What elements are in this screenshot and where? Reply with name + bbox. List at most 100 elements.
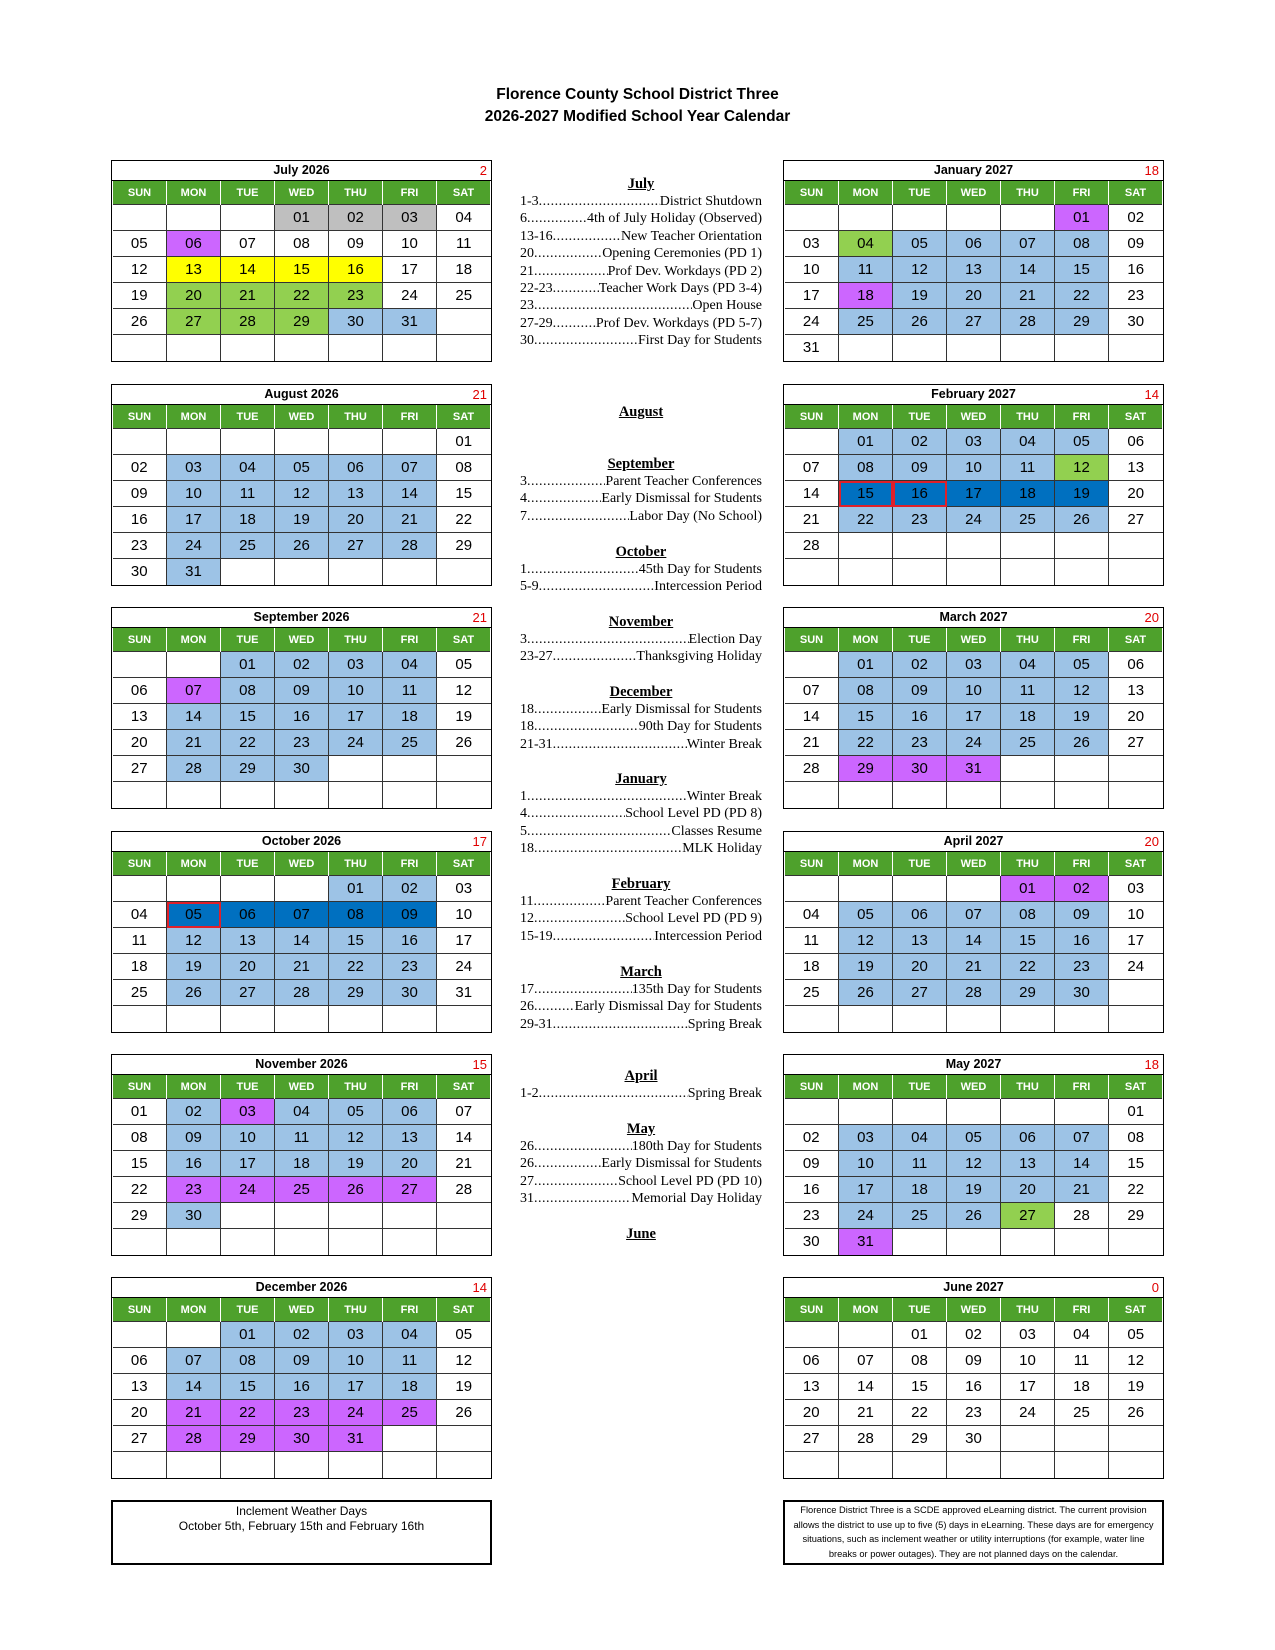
empty-cell xyxy=(112,334,167,361)
day-cell: 10 xyxy=(436,901,491,928)
day-cell: 14 xyxy=(382,480,437,507)
month-name: February 2027 xyxy=(931,387,1016,401)
day-cell: 16 xyxy=(946,1373,1001,1400)
empty-cell xyxy=(436,1228,491,1255)
day-cell: 28 xyxy=(220,308,275,335)
empty-cell xyxy=(274,875,329,902)
dot-leader xyxy=(539,193,660,210)
empty-cell xyxy=(274,1005,329,1032)
day-cell: 15 xyxy=(220,703,275,730)
empty-cell xyxy=(436,1005,491,1032)
event-description: School Level PD (PD 10) xyxy=(618,1173,762,1189)
day-cell: 12 xyxy=(892,256,947,283)
weekday-header: SAT xyxy=(1108,852,1163,876)
day-cell: 19 xyxy=(436,703,491,730)
event-date: 23-27 xyxy=(520,649,553,665)
events-month-heading: October xyxy=(615,544,667,560)
day-cell: 01 xyxy=(1054,204,1109,231)
empty-cell xyxy=(112,651,167,678)
event-item: 3 Parent Teacher Conferences xyxy=(520,473,762,490)
day-cell: 14 xyxy=(166,1373,221,1400)
day-cell: 28 xyxy=(166,1425,221,1452)
week-row: 16 17 18 19 20 21 22 xyxy=(784,1176,1163,1203)
month-name: July 2026 xyxy=(273,163,330,177)
week-row: 01 xyxy=(784,1098,1163,1125)
empty-cell xyxy=(328,1228,383,1255)
weekday-header: SAT xyxy=(436,405,491,429)
weekday-header: THU xyxy=(328,628,383,652)
empty-cell xyxy=(1000,781,1055,808)
events-month-section: February 11 Parent Teacher Conferences 12 Sc… xyxy=(520,875,762,945)
day-cell: 13 xyxy=(1108,454,1163,481)
day-cell: 19 xyxy=(274,506,329,533)
day-cell: 09 xyxy=(892,677,947,704)
day-cell: 25 xyxy=(1000,729,1055,756)
day-cell: 06 xyxy=(1108,428,1163,455)
week-row: 20 21 22 23 24 25 26 xyxy=(112,1399,491,1426)
week-row: 01 02 03 04 05 xyxy=(112,1321,491,1348)
empty-cell xyxy=(220,1202,275,1229)
day-cell: 05 xyxy=(436,1321,491,1348)
day-cell: 18 xyxy=(112,953,167,980)
student-day-count: 15 xyxy=(472,1057,487,1072)
day-cell: 13 xyxy=(1108,677,1163,704)
empty-cell xyxy=(328,1451,383,1478)
day-cell: 13 xyxy=(328,480,383,507)
day-cell: 04 xyxy=(838,230,893,257)
event-item: 17 135th Day for Students xyxy=(520,981,762,998)
events-month-heading: August xyxy=(618,404,664,420)
day-cell: 14 xyxy=(220,256,275,283)
day-cell: 29 xyxy=(328,979,383,1006)
weekday-header: MON xyxy=(838,1075,893,1099)
day-cell: 18 xyxy=(382,703,437,730)
event-date: 23 xyxy=(520,298,534,314)
empty-cell xyxy=(220,428,275,455)
empty-cell xyxy=(1000,755,1055,782)
day-cell: 16 xyxy=(328,256,383,283)
dot-leader xyxy=(553,315,596,332)
weekday-header: SAT xyxy=(436,852,491,876)
day-cell: 01 xyxy=(1108,1098,1163,1125)
empty-cell xyxy=(436,1451,491,1478)
month-title: March 2027 20 xyxy=(784,608,1163,628)
day-cell: 10 xyxy=(328,677,383,704)
day-cell: 29 xyxy=(274,308,329,335)
weekday-header: TUE xyxy=(892,181,947,205)
weekday-header: SAT xyxy=(436,1298,491,1322)
day-cell: 23 xyxy=(784,1202,839,1229)
day-cell: 21 xyxy=(1000,282,1055,309)
event-date: 3 xyxy=(520,632,527,647)
empty-cell xyxy=(838,558,893,585)
day-cell: 15 xyxy=(838,703,893,730)
day-cell: 06 xyxy=(112,677,167,704)
day-cell: 24 xyxy=(1000,1399,1055,1426)
student-day-count: 20 xyxy=(1144,834,1159,849)
day-cell: 11 xyxy=(436,230,491,257)
day-cell: 27 xyxy=(892,979,947,1006)
day-cell: 26 xyxy=(436,729,491,756)
day-cell: 12 xyxy=(1054,454,1109,481)
event-description: Parent Teacher Conferences xyxy=(605,474,762,489)
day-cell: 26 xyxy=(892,308,947,335)
empty-cell xyxy=(220,1005,275,1032)
events-month-heading: February xyxy=(611,876,671,892)
event-description: Prof Dev. Workdays (PD 2) xyxy=(607,263,762,279)
weekday-header: MON xyxy=(838,628,893,652)
empty-cell xyxy=(166,334,221,361)
day-cell: 22 xyxy=(838,729,893,756)
weekday-header: THU xyxy=(1000,405,1055,429)
day-cell: 17 xyxy=(220,1150,275,1177)
student-day-count: 20 xyxy=(1144,610,1159,625)
day-cell: 20 xyxy=(166,282,221,309)
weekday-header: MON xyxy=(166,852,221,876)
day-cell: 15 xyxy=(436,480,491,507)
events-month-heading: September xyxy=(607,456,675,472)
day-cell: 24 xyxy=(166,532,221,559)
day-cell: 21 xyxy=(784,729,839,756)
weekday-header: WED xyxy=(946,181,1001,205)
day-cell: 30 xyxy=(784,1228,839,1255)
day-cell: 21 xyxy=(1054,1176,1109,1203)
week-row: 15 16 17 18 19 20 21 xyxy=(112,1150,491,1177)
day-cell: 27 xyxy=(166,308,221,335)
event-date: 6 xyxy=(520,211,527,227)
